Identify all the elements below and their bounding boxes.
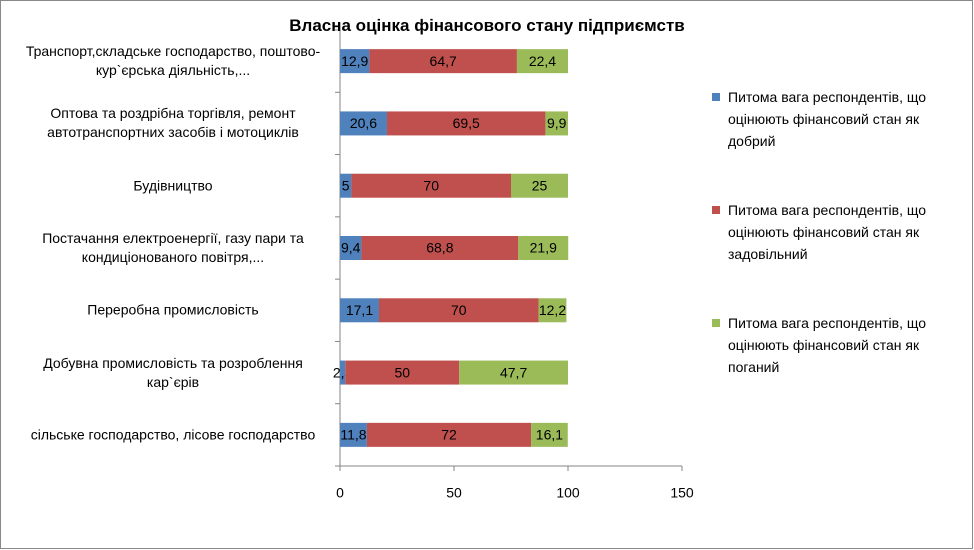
x-tick-label: 0 [336, 485, 344, 501]
bar-segment [361, 236, 519, 260]
data-label: 50 [394, 364, 410, 380]
bar-segment [340, 298, 379, 323]
data-label: 64,7 [430, 53, 457, 69]
data-label: 11,8 [340, 427, 366, 443]
legend-marker [712, 319, 720, 327]
bar-segment [340, 360, 346, 385]
data-label: 12,2 [539, 302, 566, 318]
bar-segment [340, 236, 362, 260]
bar-segment [340, 49, 370, 74]
chart-title: Власна оцінка фінансового стану підприєм… [289, 16, 685, 35]
y-tick-label: Оптова та роздрібна торгівля, ремонт авт… [47, 105, 299, 141]
data-label: 69,5 [453, 115, 480, 131]
x-tick-label: 100 [556, 485, 580, 501]
bar-segment [340, 422, 367, 447]
bar-segment [386, 111, 546, 136]
legend-label: Питома вага респондентів, що оцінюють фі… [728, 202, 927, 262]
y-tick-label: Транспорт,складське господарство, поштов… [25, 43, 321, 79]
bar-segment [545, 111, 568, 136]
legend-marker [712, 206, 720, 214]
data-label: 25 [532, 177, 548, 193]
bar-segment [340, 111, 387, 136]
bar-segment [459, 360, 568, 385]
bar-segment [518, 236, 569, 260]
legend-marker [712, 93, 720, 101]
data-label: 47,7 [500, 364, 527, 380]
x-tick-label: 50 [446, 485, 462, 501]
data-label: 70 [423, 177, 439, 193]
data-label: 9,4 [341, 240, 361, 256]
bar-segment [345, 360, 460, 385]
bar-segment [511, 173, 568, 198]
bar-segment [366, 422, 532, 447]
data-label: 9,9 [547, 115, 567, 131]
bar-segment [378, 298, 539, 323]
bar-segment [538, 298, 567, 323]
data-label: 17,1 [346, 302, 373, 318]
data-label: 12,9 [341, 53, 368, 69]
bar-segment [516, 49, 568, 74]
data-label: 5 [342, 177, 350, 193]
y-tick-label: Будівництво [133, 177, 213, 194]
y-tick-label: Переробна промисловість [87, 301, 259, 318]
bar-segment [531, 422, 568, 447]
y-tick-label: Постачання електроенергії, газу пари та … [42, 230, 304, 265]
bar-segment [351, 173, 511, 198]
data-label: 20,6 [350, 115, 377, 131]
data-label: 68,8 [426, 240, 453, 256]
data-label: 21,9 [530, 240, 557, 256]
bar-segment [369, 49, 517, 74]
data-label: 72 [441, 427, 457, 443]
data-label: 70 [451, 302, 467, 318]
legend-label: Питома вага респондентів, що оцінюють фі… [728, 89, 927, 149]
x-tick-label: 150 [670, 485, 694, 501]
legend-label: Питома вага респондентів, що оцінюють фі… [728, 315, 927, 375]
bar-segment [340, 173, 352, 198]
data-label: 16,1 [536, 427, 563, 443]
y-tick-label: сільське господарство, лісове господарст… [30, 426, 316, 443]
y-tick-label: Добувна промисловість та розроблення кар… [43, 354, 303, 390]
data-label: 22,4 [529, 53, 556, 69]
